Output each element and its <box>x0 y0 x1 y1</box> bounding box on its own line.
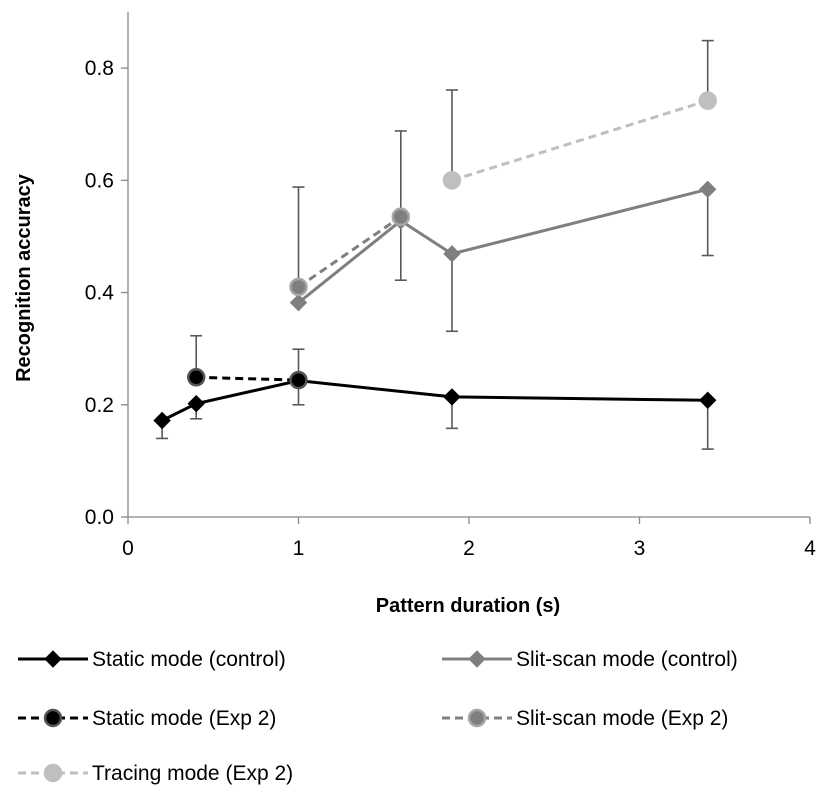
circle-marker <box>442 171 462 190</box>
series-lines <box>161 99 709 422</box>
diamond-marker <box>443 388 461 406</box>
axes: 0 1 2 3 4 0.0 0.2 0.4 0.6 0.8 <box>85 12 816 560</box>
series-line <box>451 99 709 182</box>
circle-marker <box>43 763 63 783</box>
series-line <box>161 379 708 422</box>
legend-item: Static mode (control) <box>18 648 286 671</box>
y-tick-label: 0.0 <box>85 506 114 529</box>
circle-marker <box>698 91 717 110</box>
diamond-marker <box>44 650 62 668</box>
diamond-marker <box>443 245 461 263</box>
legend-label: Static mode (Exp 2) <box>92 707 276 730</box>
legend-label: Static mode (control) <box>92 648 286 671</box>
x-tick-label: 3 <box>634 537 646 560</box>
legend-item: Slit-scan mode (control) <box>442 648 738 671</box>
y-tick-label: 0.4 <box>85 282 115 305</box>
x-tick-label: 1 <box>293 537 305 560</box>
diamond-marker <box>698 180 717 199</box>
diamond-marker <box>698 391 717 409</box>
series-line <box>297 215 402 289</box>
circle-marker <box>467 708 487 728</box>
diamond-marker <box>153 411 171 430</box>
legend-item: Slit-scan mode (Exp 2) <box>442 707 728 730</box>
circle-marker <box>289 277 308 297</box>
x-tick-label: 0 <box>122 537 134 560</box>
x-tick-label: 4 <box>804 537 816 560</box>
legend-label: Slit-scan mode (Exp 2) <box>516 707 728 730</box>
y-tick-label: 0.8 <box>85 57 114 80</box>
legend-label: Tracing mode (Exp 2) <box>92 762 293 785</box>
series-markers <box>153 91 717 430</box>
x-tick-label: 2 <box>463 537 475 560</box>
diamond-marker <box>187 394 205 413</box>
series-line <box>297 187 709 304</box>
circle-marker <box>43 708 63 728</box>
legend-item: Static mode (Exp 2) <box>18 707 276 730</box>
diamond-marker <box>289 293 308 312</box>
circle-marker <box>289 370 308 390</box>
diamond-marker <box>468 650 486 668</box>
legend-item: Tracing mode (Exp 2) <box>18 762 293 785</box>
circle-marker <box>391 207 411 227</box>
legend: Static mode (control) Static mode (Exp 2)… <box>18 648 738 785</box>
legend-label: Slit-scan mode (control) <box>516 648 738 671</box>
y-tick-label: 0.2 <box>85 394 114 417</box>
y-tick-label: 0.6 <box>85 169 114 192</box>
circle-marker <box>186 368 206 387</box>
y-axis-title: Recognition accuracy <box>13 173 35 382</box>
series-line <box>196 375 299 382</box>
x-axis-title: Pattern duration (s) <box>376 595 560 617</box>
error-bars <box>156 39 714 450</box>
